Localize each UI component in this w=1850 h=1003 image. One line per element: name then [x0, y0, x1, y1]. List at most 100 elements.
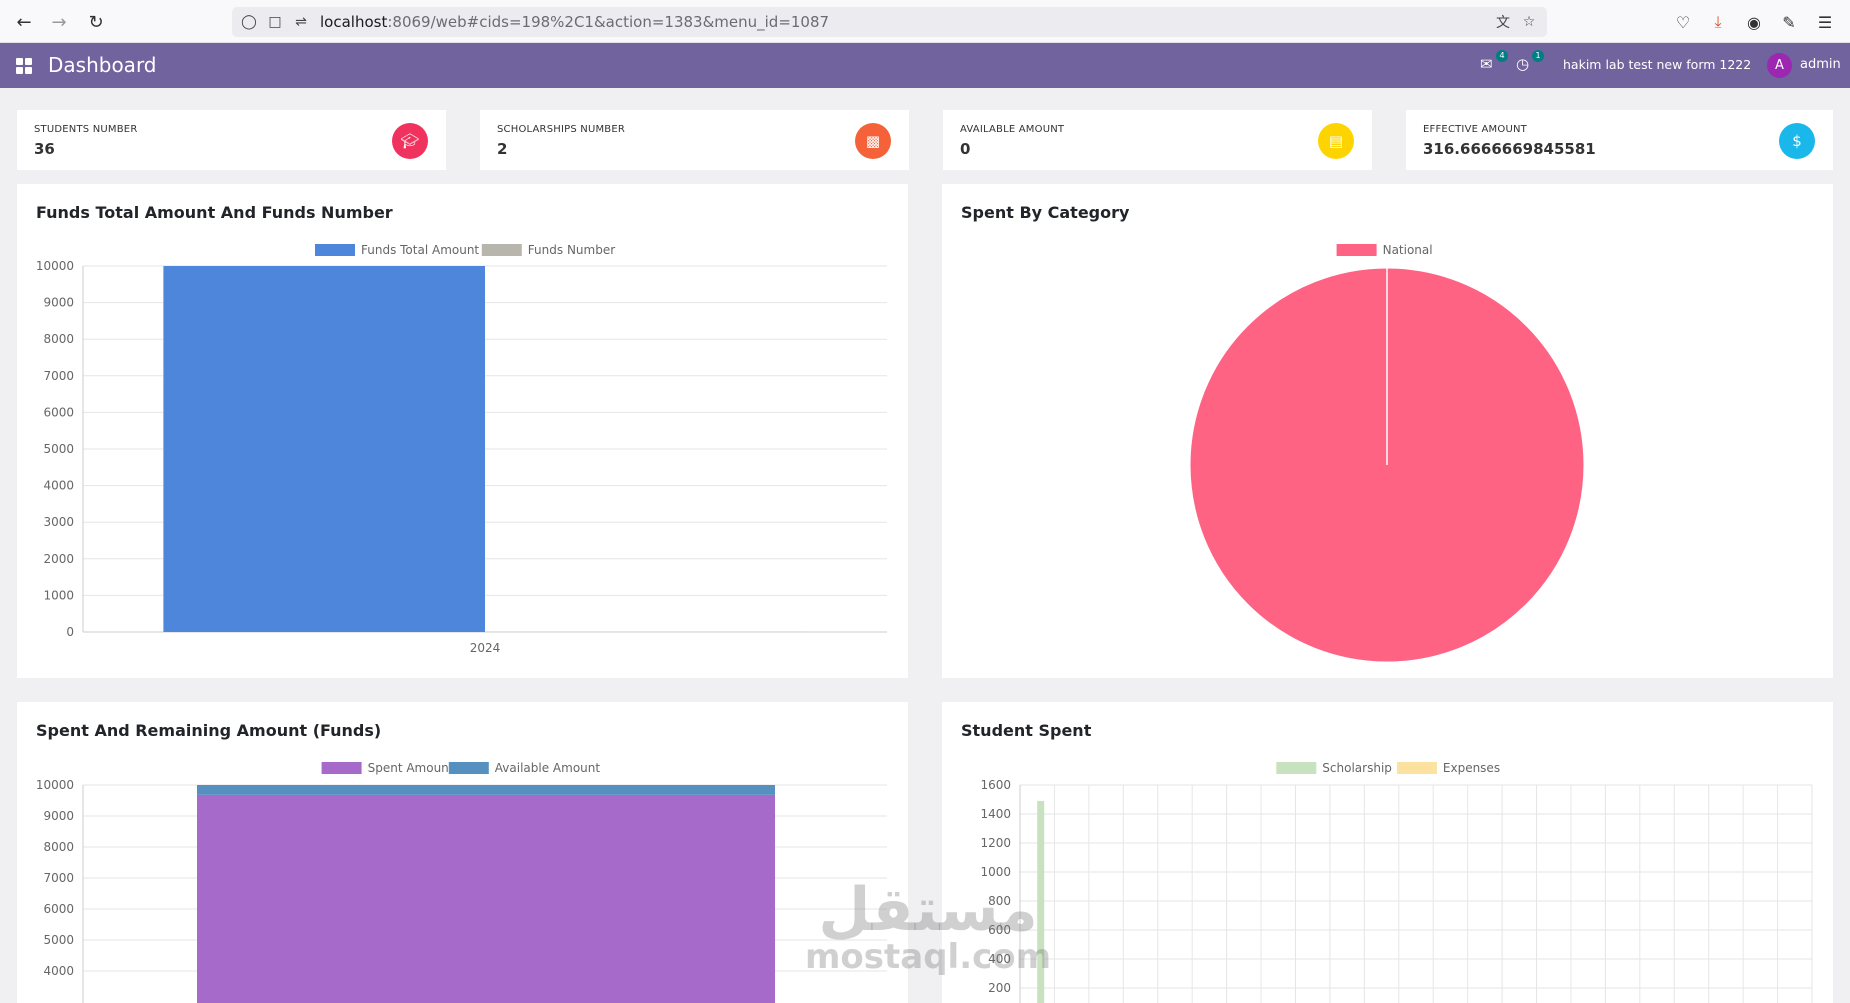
legend-label: Expenses — [1443, 761, 1500, 775]
y-tick-label: 6000 — [43, 902, 74, 916]
y-tick-label: 8000 — [43, 840, 74, 854]
panel-title: Student Spent — [961, 721, 1092, 740]
extensions-icon[interactable]: ✎ — [1782, 12, 1796, 32]
book-icon: ▩ — [855, 123, 891, 159]
kpi-label: AVAILABLE AMOUNT — [960, 124, 1065, 135]
funds-chart: Funds Total Amount Funds Number 0 1000 2000 3… — [36, 243, 887, 655]
avatar[interactable]: A — [1767, 53, 1792, 78]
kpi-value: 0 — [960, 140, 971, 158]
browser-toolbar: ← → ↻ ◯ □ ⇌ localhost:8069/web#cids=198%… — [0, 0, 1850, 43]
x-tick-label: 2024 — [470, 641, 501, 655]
messages-badge: 4 — [1496, 50, 1508, 62]
y-tick-label: 10000 — [36, 778, 74, 792]
legend-swatch — [1396, 762, 1437, 774]
y-tick-label: 9000 — [43, 296, 74, 310]
spent-remaining-panel: Spent And Remaining Amount (Funds) Spent… — [17, 702, 908, 1003]
legend-label: Spent Amount — [368, 761, 454, 775]
panel-title: Spent And Remaining Amount (Funds) — [36, 721, 382, 740]
dollar-icon: $ — [1779, 123, 1815, 159]
y-tick-label: 7000 — [43, 871, 74, 885]
graduation-cap-icon: 🎓︎ — [392, 123, 428, 159]
kpi-label: SCHOLARSHIPS NUMBER — [497, 124, 626, 135]
watermark: مستقل mostaql.com — [805, 875, 1052, 977]
legend-swatch — [315, 244, 355, 256]
download-icon[interactable]: ⤓ — [1714, 12, 1722, 31]
y-tick-label: 600 — [988, 923, 1011, 937]
kpi-label: STUDENTS NUMBER — [34, 124, 138, 135]
bar-scholarship — [1037, 800, 1045, 1003]
apps-menu-icon[interactable] — [16, 58, 32, 74]
reload-icon[interactable]: ↻ — [88, 11, 104, 33]
kpi-value: 316.6666669845581 — [1423, 140, 1596, 158]
legend-label: National — [1383, 243, 1433, 257]
legend-label: Scholarship — [1322, 761, 1392, 775]
y-tick-label: 5000 — [43, 442, 74, 456]
bar-funds-total-amount — [163, 266, 485, 632]
y-tick-label: 8000 — [43, 332, 74, 346]
messages-icon[interactable]: ✉ 4 — [1480, 50, 1508, 77]
student-spent-panel: Student Spent Scholarship Expenses 200 400 6… — [942, 702, 1833, 1003]
translate-icon[interactable]: 文 — [1496, 15, 1510, 31]
bar-available-amount — [197, 785, 775, 795]
kpi-card-available: AVAILABLE AMOUNT 0 ▤ — [943, 110, 1372, 170]
y-tick-label: 4000 — [43, 479, 74, 493]
kpi-value: 36 — [34, 140, 55, 158]
company-switcher[interactable]: hakim lab test new form 1222 — [1563, 57, 1752, 72]
y-tick-label: 1600 — [980, 778, 1011, 792]
y-tick-label: 1200 — [980, 836, 1011, 850]
legend-swatch — [1276, 762, 1317, 774]
legend-swatch — [481, 244, 522, 256]
student-spent-chart: Scholarship Expenses 200 400 600 800 1000 1200 1… — [980, 761, 1813, 1003]
y-tick-label: 800 — [988, 894, 1011, 908]
menu-icon[interactable]: ☰ — [1817, 12, 1833, 32]
panel-title: Funds Total Amount And Funds Number — [36, 203, 393, 222]
permissions-icon[interactable]: ⇌ — [295, 14, 307, 30]
legend-label: Funds Total Amount — [361, 243, 479, 257]
legend-label: Available Amount — [495, 761, 601, 775]
category-chart-panel: Spent By Category National — [942, 184, 1833, 678]
kpi-card-scholarships: SCHOLARSHIPS NUMBER 2 ▩ — [480, 110, 909, 170]
legend-swatch — [448, 762, 489, 774]
page-title: Dashboard — [48, 53, 157, 77]
app-header: Dashboard ✉ 4 ◷ 1 hakim lab test new form … — [0, 43, 1850, 88]
y-tick-label: 3000 — [43, 515, 74, 529]
account-icon[interactable]: ◉ — [1747, 12, 1761, 32]
bar-spent-amount — [197, 794, 775, 1003]
y-tick-label: 6000 — [43, 405, 74, 419]
y-tick-label: 10000 — [36, 259, 74, 273]
y-tick-label: 1000 — [43, 588, 74, 602]
kpi-card-students: STUDENTS NUMBER 36 🎓︎ — [17, 110, 446, 170]
bookmark-star-icon[interactable]: ☆ — [1522, 14, 1536, 30]
y-tick-label: 5000 — [43, 933, 74, 947]
legend-swatch — [1336, 244, 1377, 256]
y-tick-label: 9000 — [43, 809, 74, 823]
funds-chart-panel: Funds Total Amount And Funds Number Fund… — [17, 184, 908, 678]
url-text[interactable]: localhost:8069/web#cids=198%2C1&action=1… — [320, 13, 830, 31]
page-icon[interactable]: □ — [268, 14, 282, 30]
url-bar[interactable]: ◯ □ ⇌ localhost:8069/web#cids=198%2C1&ac… — [232, 7, 1547, 37]
kpi-value: 2 — [497, 140, 508, 158]
y-tick-label: 400 — [988, 952, 1011, 966]
activities-icon[interactable]: ◷ 1 — [1516, 50, 1544, 77]
pocket-icon[interactable]: ♡ — [1675, 12, 1691, 32]
back-icon[interactable]: ← — [16, 11, 32, 33]
panel-title: Spent By Category — [961, 203, 1130, 222]
kpi-card-effective: EFFECTIVE AMOUNT 316.6666669845581 $ — [1406, 110, 1833, 170]
y-tick-label: 7000 — [43, 369, 74, 383]
forward-icon[interactable]: → — [51, 11, 67, 33]
y-tick-label: 2000 — [43, 552, 74, 566]
money-icon: ▤ — [1318, 123, 1354, 159]
kpi-label: EFFECTIVE AMOUNT — [1423, 124, 1527, 135]
y-tick-label: 1400 — [980, 807, 1011, 821]
y-tick-label: 0 — [66, 625, 74, 639]
activities-badge: 1 — [1532, 50, 1544, 62]
y-tick-label: 1000 — [980, 865, 1011, 879]
spent-remaining-chart: Spent Amount Available Amount 4000 5000 6000… — [36, 761, 887, 1003]
legend-swatch — [321, 762, 362, 774]
y-tick-label: 200 — [988, 981, 1011, 995]
category-chart: National — [1189, 243, 1585, 663]
y-tick-label: 4000 — [43, 964, 74, 978]
shield-icon[interactable]: ◯ — [241, 14, 257, 30]
user-menu[interactable]: admin — [1800, 57, 1841, 72]
legend-label: Funds Number — [528, 243, 615, 257]
